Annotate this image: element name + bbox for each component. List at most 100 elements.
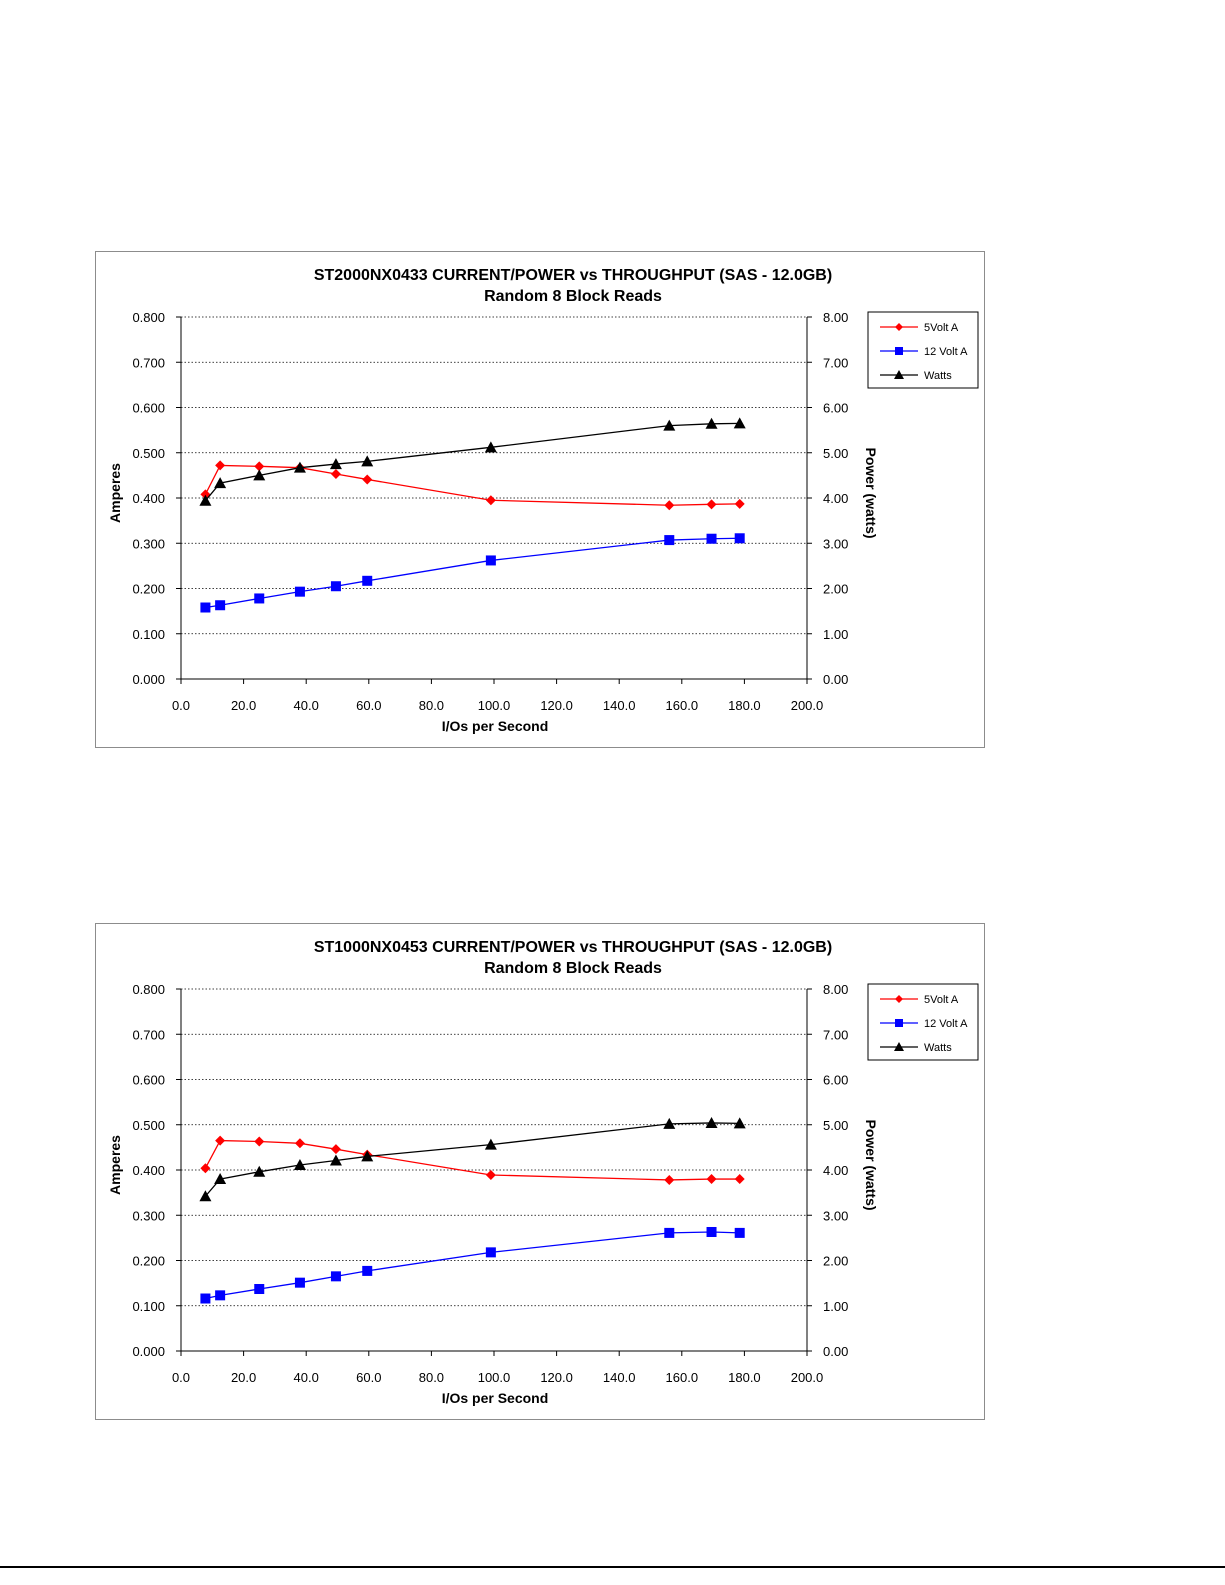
legend-marker-diamond [895,995,903,1003]
data-point-5volt-a [294,1138,305,1149]
chart-panel-1: ST2000NX0433 CURRENT/POWER vs THROUGHPUT… [95,251,985,748]
y-tick-label: 0.400 [132,1163,165,1178]
data-point-5volt-a [330,469,341,480]
y-tick-label: 0.300 [132,536,165,551]
y2-tick-label: 0.00 [823,1344,848,1359]
data-point-watts [705,417,718,429]
data-point-5volt-a [485,1169,496,1180]
y2-tick-label: 8.00 [823,310,848,325]
data-point-12-volt-a [706,1226,717,1237]
data-point-5volt-a [734,1174,745,1185]
data-point-watts [199,494,212,506]
data-point-5volt-a [362,474,373,485]
plot-area: 0.000 0.00 0.100 1.00 0.200 2.00 0.300 3.00 0.40… [132,310,848,713]
y2-tick-label: 1.00 [823,1299,848,1314]
data-point-12-volt-a [330,581,341,592]
x-tick-label: 160.0 [666,698,699,713]
legend-marker-diamond [895,323,903,331]
x-tick-label: 0.0 [172,1370,190,1385]
x-tick-label: 0.0 [172,698,190,713]
data-point-watts [214,477,227,489]
y2-tick-label: 2.00 [823,1254,848,1269]
x-tick-label: 160.0 [666,1370,699,1385]
data-point-watts [663,419,676,431]
data-point-5volt-a [215,1135,226,1146]
data-point-12-volt-a [200,602,211,613]
data-point-watts [253,469,266,481]
series-line-5volt-a [204,1139,740,1181]
data-point-12-volt-a [734,1227,745,1238]
data-point-watts [253,1165,266,1177]
y2-tick-label: 7.00 [823,355,848,370]
y-tick-label: 0.600 [132,401,165,416]
y-tick-label: 0.700 [132,1027,165,1042]
data-point-5volt-a [330,1144,341,1155]
x-tick-label: 80.0 [419,1370,444,1385]
y-axis-label-left: Amperes [107,1135,123,1195]
legend-label-12volt: 12 Volt A [924,1018,968,1030]
x-tick-label: 100.0 [478,1370,511,1385]
x-tick-label: 140.0 [603,1370,636,1385]
data-point-5volt-a [706,1174,717,1185]
y-tick-label: 0.800 [132,310,165,325]
y-axis-label-right: Power (watts) [863,1119,879,1210]
data-point-12-volt-a [200,1293,211,1304]
data-point-12-volt-a [254,1284,265,1295]
y2-tick-label: 6.00 [823,401,848,416]
legend: 5Volt A 12 Volt A Watts [867,311,979,389]
data-point-5volt-a [734,498,745,509]
y-tick-label: 0.200 [132,582,165,597]
data-point-5volt-a [215,460,226,471]
x-tick-label: 180.0 [728,1370,761,1385]
data-point-12-volt-a [734,533,745,544]
data-point-12-volt-a [362,575,373,586]
legend-label-12volt: 12 Volt A [924,346,968,358]
y2-tick-label: 3.00 [823,536,848,551]
series-line-watts [204,1122,740,1197]
y-axis-label-left: Amperes [107,463,123,523]
data-point-watts [484,1138,497,1150]
y2-tick-label: 6.00 [823,1073,848,1088]
y-tick-label: 0.200 [132,1254,165,1269]
data-point-5volt-a [200,1163,211,1174]
plot-area: 0.000 0.00 0.100 1.00 0.200 2.00 0.300 3.00 0.40… [132,982,848,1385]
data-point-watts [733,417,746,429]
y-tick-label: 0.100 [132,1299,165,1314]
data-point-watts [361,455,374,467]
y-tick-label: 0.400 [132,491,165,506]
y2-tick-label: 7.00 [823,1027,848,1042]
data-point-watts [361,1150,374,1162]
y2-tick-label: 4.00 [823,1163,848,1178]
legend-label-5volt: 5Volt A [924,994,959,1006]
data-point-5volt-a [254,1136,265,1147]
data-point-5volt-a [485,495,496,506]
y-tick-label: 0.700 [132,355,165,370]
data-point-watts [329,458,342,470]
chart-subtitle: Random 8 Block Reads [484,960,662,977]
x-tick-label: 200.0 [791,1370,824,1385]
x-tick-label: 20.0 [231,698,256,713]
y-tick-label: 0.600 [132,1073,165,1088]
data-point-5volt-a [664,500,675,511]
chart-subtitle: Random 8 Block Reads [484,288,662,305]
data-point-watts [705,1116,718,1128]
y2-tick-label: 8.00 [823,982,848,997]
data-point-12-volt-a [294,586,305,597]
data-point-5volt-a [254,461,265,472]
y-tick-label: 0.500 [132,1118,165,1133]
data-point-watts [733,1117,746,1129]
data-point-12-volt-a [664,535,675,546]
series-line-watts [204,422,740,502]
data-point-5volt-a [664,1174,675,1185]
x-tick-label: 100.0 [478,698,511,713]
data-point-12-volt-a [485,555,496,566]
x-tick-label: 180.0 [728,698,761,713]
data-point-12-volt-a [362,1265,373,1276]
legend-marker-square [895,1019,903,1027]
data-point-12-volt-a [706,533,717,544]
chart-2: ST1000NX0453 CURRENT/POWER vs THROUGHPUT… [107,939,979,1406]
y2-tick-label: 3.00 [823,1208,848,1223]
y-tick-label: 0.300 [132,1208,165,1223]
x-tick-label: 120.0 [540,698,573,713]
data-point-5volt-a [706,499,717,510]
